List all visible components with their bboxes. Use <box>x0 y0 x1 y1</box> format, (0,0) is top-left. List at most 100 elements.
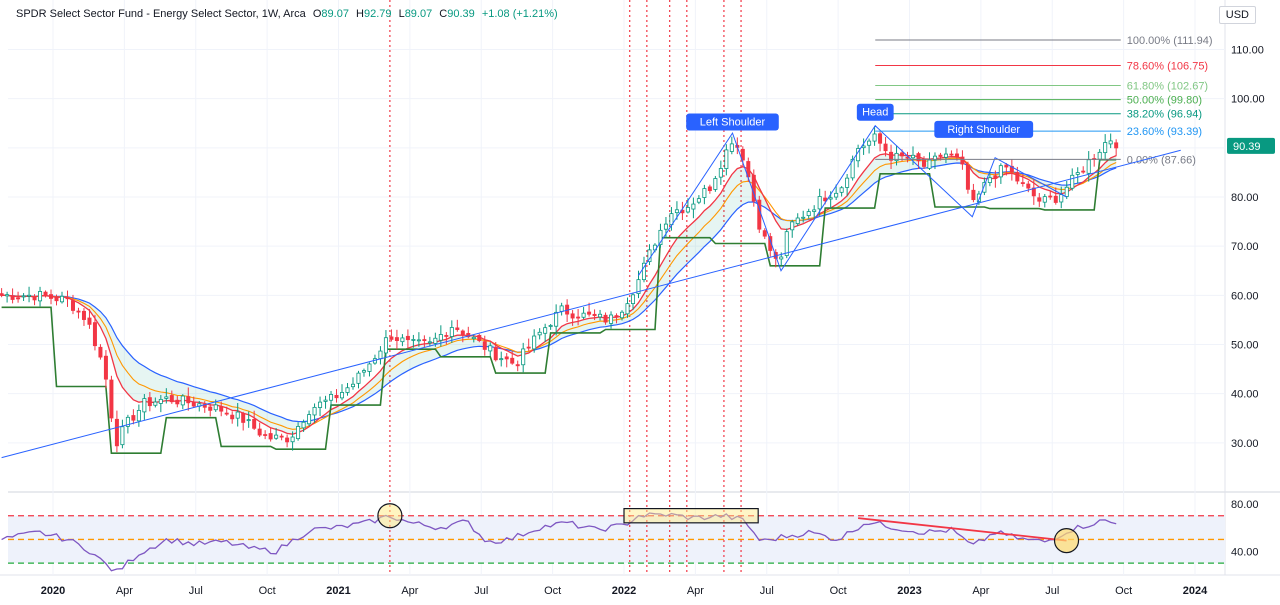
rsi-highlight-circle <box>1053 528 1080 554</box>
pattern-label-bg <box>686 113 779 131</box>
candle-body <box>460 330 465 336</box>
candle-body <box>1081 170 1086 173</box>
candle-body <box>965 164 970 190</box>
candle-body <box>416 339 421 342</box>
candle-body <box>131 415 136 421</box>
candle-body <box>252 418 257 429</box>
candle-body <box>147 397 152 407</box>
time-tick-label: 2021 <box>326 585 350 597</box>
candle-body <box>92 322 97 347</box>
pattern-label-bg <box>934 120 1034 138</box>
time-tick-label: 2020 <box>41 585 65 597</box>
fib-label: 50.00% (99.80) <box>1127 95 1202 107</box>
candle-body <box>224 412 229 415</box>
candle-body <box>784 231 789 256</box>
candle-body <box>38 291 43 302</box>
price-tick-label: 110.00 <box>1231 45 1264 57</box>
candle-body <box>537 331 542 336</box>
rsi-line <box>1 512 1117 572</box>
candle-body <box>125 416 130 427</box>
candle-body <box>691 203 696 210</box>
candle-body <box>1020 182 1025 184</box>
ma-cloud <box>1 153 1117 435</box>
candle-body <box>10 295 15 300</box>
pattern-zigzag <box>637 124 1067 276</box>
candle-body <box>499 358 504 361</box>
candle-body <box>1004 164 1009 168</box>
candle-body <box>191 401 196 407</box>
candle-body <box>257 428 262 436</box>
candle-body <box>329 394 334 401</box>
candle-body <box>543 327 548 334</box>
candle-body <box>378 350 383 360</box>
candle-body <box>444 335 449 337</box>
currency-button[interactable]: USD <box>1218 6 1256 24</box>
candle-body <box>960 156 965 165</box>
candle-body <box>532 335 537 350</box>
candle-body <box>186 396 191 404</box>
price-tick-label: 70.00 <box>1231 241 1259 253</box>
candle-body <box>943 153 948 158</box>
candle-body <box>1026 183 1031 189</box>
candle-body <box>801 216 806 219</box>
candle-body <box>301 421 306 429</box>
candle-body <box>5 294 10 297</box>
candle-body <box>230 414 235 420</box>
fib-label: 61.80% (102.67) <box>1127 81 1208 93</box>
candle-body <box>318 401 323 408</box>
support-step-line <box>1 158 1117 454</box>
candle-body <box>81 310 86 320</box>
fib-label: 23.60% (93.39) <box>1127 126 1202 138</box>
candle-body <box>795 217 800 224</box>
candle-body <box>1059 194 1064 203</box>
candle-body <box>576 316 581 319</box>
time-tick-label: Apr <box>687 585 704 597</box>
time-tick-label: Oct <box>830 585 847 597</box>
pattern-label: Right Shoulder <box>947 124 1020 136</box>
rsi-panel <box>1 503 1225 572</box>
candle-body <box>455 327 460 330</box>
candle-body <box>422 339 427 342</box>
candle-body <box>219 406 224 412</box>
candle-body <box>70 300 75 311</box>
pattern-label: Left Shoulder <box>700 117 766 129</box>
fib-levels: 100.00% (111.94) 78.60% (106.75) 61.80% (1… <box>875 35 1213 166</box>
candle-body <box>405 335 410 341</box>
candle-body <box>861 145 866 149</box>
candle-body <box>323 399 328 402</box>
candle-body <box>394 337 399 342</box>
candle-body <box>878 133 883 144</box>
candle-body <box>449 327 454 337</box>
candle-body <box>609 314 614 324</box>
candle-body <box>938 154 943 157</box>
price-tick-label: 40.00 <box>1231 389 1259 401</box>
candle-body <box>987 177 992 183</box>
candle-body <box>521 348 526 366</box>
candle-body <box>60 295 65 303</box>
candle-body <box>340 392 345 399</box>
candle-body <box>54 296 59 302</box>
candle-body <box>724 149 729 169</box>
candle-body <box>279 435 284 438</box>
candle-body <box>285 437 290 443</box>
candle-body <box>65 297 70 300</box>
candle-body <box>1114 142 1119 149</box>
rising-trendline <box>1 149 1181 459</box>
candle-body <box>614 315 619 318</box>
candle-body <box>356 372 361 384</box>
candle-body <box>1037 197 1042 202</box>
candle-body <box>268 433 273 440</box>
annotations: Left Shoulder Head Right Shoulder <box>686 103 1034 138</box>
time-tick-label: 2023 <box>897 585 921 597</box>
candle-body <box>762 230 767 237</box>
ma-ribbon <box>1 153 1117 454</box>
time-tick-label: Jul <box>760 585 774 597</box>
candle-body <box>120 426 125 446</box>
time-tick-label: Jul <box>189 585 203 597</box>
fib-label: 0.00% (87.66) <box>1127 154 1196 166</box>
candle-body <box>1070 174 1075 189</box>
candle-body <box>87 317 92 325</box>
candle-body <box>153 401 158 406</box>
candle-body <box>345 387 350 393</box>
